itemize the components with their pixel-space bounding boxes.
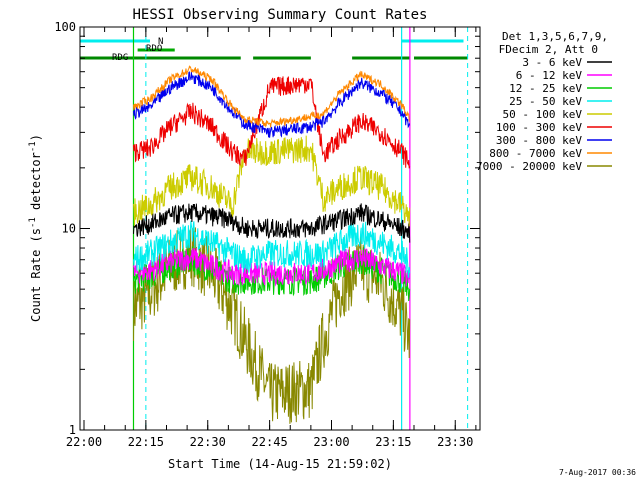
legend-label: 6 - 12 keV [516,69,583,82]
legend-label: 3 - 6 keV [522,56,582,69]
legend-label: 12 - 25 keV [509,82,582,95]
series-line [133,203,411,243]
chart-title: HESSI Observing Summary Count Rates [132,7,427,23]
series-line [133,65,411,128]
flag-label-rdo: RDO [146,44,162,54]
series-line [133,76,411,169]
legend-label: 100 - 300 keV [496,121,582,134]
legend-label: 25 - 50 keV [509,95,582,108]
y-axis-label: Count Rate (s-1 detector-1) [28,134,43,322]
x-tick-label: 23:15 [375,435,411,449]
x-tick-label: 22:30 [190,435,226,449]
legend-label: 800 - 7000 keV [489,147,582,160]
series-line [133,71,411,138]
series-line [133,135,411,227]
legend-header-1: Det 1,3,5,6,7,9, [502,30,608,43]
legend-header-2: FDecim 2, Att 0 [499,43,598,56]
y-tick-label: 100 [54,20,76,34]
y-tick-label: 1 [69,423,76,437]
legend-label: 300 - 800 keV [496,134,582,147]
legend-label: 50 - 100 keV [503,108,583,121]
legend-label: 7000 - 20000 keV [476,160,582,173]
legend: Det 1,3,5,6,7,9, FDecim 2, Att 0 3 - 6 k… [476,30,612,173]
x-axis: 22:00 22:15 22:30 22:45 23:00 23:15 23:30 [66,27,477,449]
series-layer [133,65,411,424]
y-axis: 1 10 100 [54,20,480,437]
x-axis-label: Start Time (14-Aug-15 21:59:02) [168,457,392,471]
x-tick-label: 22:15 [128,435,164,449]
x-tick-label: 22:45 [252,435,288,449]
x-tick-label: 22:00 [66,435,102,449]
x-tick-label: 23:30 [437,435,473,449]
footer-date: 7-Aug-2017 00:36 [559,468,636,477]
flag-label-n: N [158,37,163,47]
series-line [133,220,411,278]
series-line [133,247,411,287]
x-tick-label: 23:00 [313,435,349,449]
flag-label-rdg: RDG [112,53,128,63]
y-tick-label: 10 [62,222,76,236]
